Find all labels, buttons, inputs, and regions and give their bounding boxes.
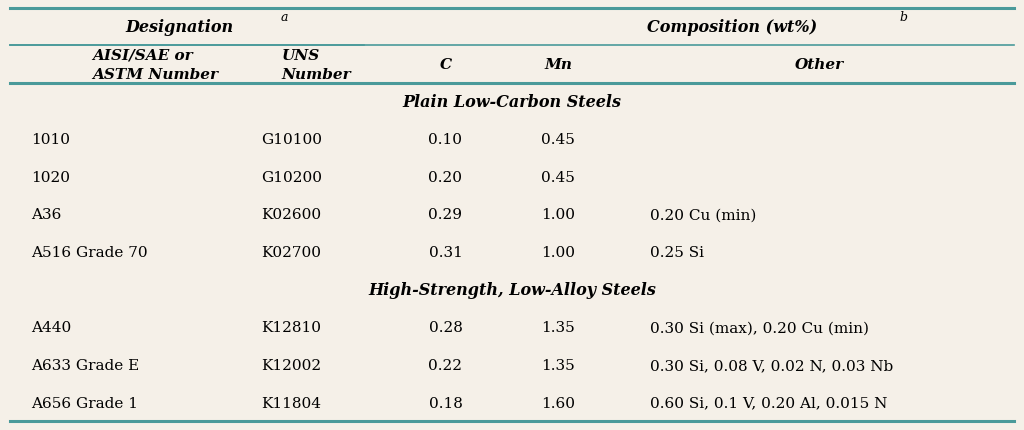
- Text: 0.20: 0.20: [428, 170, 463, 184]
- Text: Number: Number: [282, 68, 351, 81]
- Text: K11804: K11804: [261, 396, 322, 410]
- Text: 1.00: 1.00: [541, 246, 575, 260]
- Text: A633 Grade E: A633 Grade E: [31, 358, 139, 372]
- Text: 0.30 Si, 0.08 V, 0.02 N, 0.03 Nb: 0.30 Si, 0.08 V, 0.02 N, 0.03 Nb: [650, 358, 894, 372]
- Text: 0.22: 0.22: [428, 358, 463, 372]
- Text: C: C: [439, 58, 452, 72]
- Text: G10200: G10200: [261, 170, 323, 184]
- Text: 1020: 1020: [31, 170, 70, 184]
- Text: 1.35: 1.35: [542, 321, 574, 335]
- Text: A516 Grade 70: A516 Grade 70: [31, 246, 147, 260]
- Text: Composition (wt%): Composition (wt%): [647, 19, 817, 36]
- Text: 0.18: 0.18: [428, 396, 463, 410]
- Text: K02600: K02600: [261, 208, 322, 222]
- Text: 0.30 Si (max), 0.20 Cu (min): 0.30 Si (max), 0.20 Cu (min): [650, 321, 869, 335]
- Text: 0.60 Si, 0.1 V, 0.20 Al, 0.015 N: 0.60 Si, 0.1 V, 0.20 Al, 0.015 N: [650, 396, 888, 410]
- Text: 0.31: 0.31: [428, 246, 463, 260]
- Text: Plain Low-Carbon Steels: Plain Low-Carbon Steels: [402, 94, 622, 111]
- Text: ASTM Number: ASTM Number: [92, 68, 218, 81]
- Text: AISI/SAE or: AISI/SAE or: [92, 49, 193, 62]
- Text: 0.28: 0.28: [428, 321, 463, 335]
- Text: 0.29: 0.29: [428, 208, 463, 222]
- Text: Mn: Mn: [544, 58, 572, 72]
- Text: 0.45: 0.45: [541, 170, 575, 184]
- Text: 1010: 1010: [31, 133, 70, 147]
- Text: b: b: [899, 12, 907, 25]
- Text: 0.45: 0.45: [541, 133, 575, 147]
- Text: UNS: UNS: [282, 49, 319, 62]
- Text: K02700: K02700: [261, 246, 322, 260]
- Text: K12002: K12002: [261, 358, 322, 372]
- Text: a: a: [281, 12, 288, 25]
- Text: 1.00: 1.00: [541, 208, 575, 222]
- Text: 0.20 Cu (min): 0.20 Cu (min): [650, 208, 757, 222]
- Text: A656 Grade 1: A656 Grade 1: [31, 396, 137, 410]
- Text: High-Strength, Low-Alloy Steels: High-Strength, Low-Alloy Steels: [368, 282, 656, 298]
- Text: 0.10: 0.10: [428, 133, 463, 147]
- Text: 0.25 Si: 0.25 Si: [650, 246, 705, 260]
- Text: A36: A36: [31, 208, 61, 222]
- Text: K12810: K12810: [261, 321, 322, 335]
- Text: A440: A440: [31, 321, 71, 335]
- Text: Designation: Designation: [125, 19, 233, 36]
- Text: G10100: G10100: [261, 133, 323, 147]
- Text: Other: Other: [795, 58, 844, 72]
- Text: 1.35: 1.35: [542, 358, 574, 372]
- Text: 1.60: 1.60: [541, 396, 575, 410]
